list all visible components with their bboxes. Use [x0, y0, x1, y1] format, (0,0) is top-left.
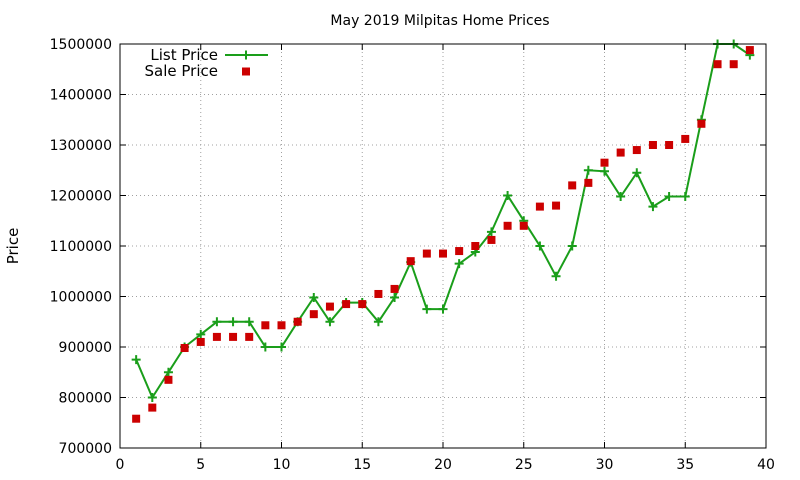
list-price-point	[535, 241, 545, 251]
sale-price-point	[261, 321, 270, 330]
x-tick-label: 25	[515, 457, 533, 473]
legend: List Price Sale Price	[145, 46, 268, 80]
sale-price-point	[713, 60, 722, 69]
sale-price-point	[648, 141, 657, 149]
y-tick-label: 1300000	[50, 138, 112, 154]
y-tick-label: 1500000	[50, 37, 112, 53]
y-tick-label: 1200000	[50, 189, 112, 205]
sale-price-point	[422, 249, 431, 258]
list-price-point	[438, 304, 448, 314]
sale-price-point	[439, 249, 447, 258]
sale-price-point	[697, 119, 706, 128]
sale-price-point	[196, 337, 205, 346]
y-tick-label: 1400000	[50, 88, 112, 104]
list-price-point	[212, 317, 222, 327]
sale-price-point	[148, 403, 157, 412]
legend-marker-sale-price	[242, 67, 250, 76]
list-price-point	[228, 317, 238, 327]
sale-price-point	[681, 134, 690, 143]
sale-price-point	[471, 242, 480, 250]
list-price-point	[390, 293, 400, 303]
sale-price-point	[293, 317, 302, 326]
sale-price-point	[729, 60, 738, 69]
sale-price-point	[535, 202, 544, 211]
sale-price-point	[616, 148, 625, 157]
series-marks	[131, 39, 755, 423]
legend-label-list-price: List Price	[150, 46, 218, 64]
x-tick-label: 0	[116, 457, 125, 473]
sale-price-point	[342, 300, 351, 309]
list-price-point	[163, 367, 173, 377]
x-tick-label: 35	[676, 457, 694, 473]
y-tick-label: 900000	[59, 340, 112, 356]
axis-ticks: 0 5 10 15 20 25 30 35 40 700000 800000 900000 100000…	[50, 37, 775, 473]
sale-price-point	[132, 414, 141, 423]
list-price-point	[131, 355, 141, 365]
grid-lines	[120, 44, 766, 448]
x-tick-label: 20	[434, 457, 452, 473]
chart-title: May 2019 Milpitas Home Prices	[330, 13, 549, 29]
sale-price-point	[325, 302, 334, 311]
sale-price-point	[180, 344, 189, 353]
sale-price-point	[568, 181, 577, 190]
list-price-point	[277, 342, 286, 352]
sale-price-point	[390, 284, 399, 293]
sale-price-point	[503, 221, 512, 230]
sale-price-point	[358, 300, 367, 309]
list-price-point	[373, 317, 383, 327]
list-price-point	[325, 317, 335, 327]
y-axis-label: Price	[4, 228, 22, 265]
x-tick-label: 30	[596, 457, 614, 473]
sale-price-point	[552, 201, 561, 210]
sale-price-point	[245, 332, 254, 341]
list-price-point	[648, 202, 658, 212]
list-price-point	[309, 293, 319, 303]
sale-price-point	[632, 146, 641, 155]
sale-price-point	[374, 289, 383, 298]
list-price-point	[454, 259, 464, 269]
y-tick-label: 800000	[59, 391, 112, 407]
sale-price-point	[277, 321, 286, 330]
x-tick-label: 5	[196, 457, 205, 473]
x-tick-label: 15	[353, 457, 371, 473]
x-tick-label: 40	[757, 457, 775, 473]
x-tick-label: 10	[273, 457, 291, 473]
sale-price-point	[212, 332, 221, 341]
y-tick-label: 1100000	[50, 239, 112, 255]
plot-frame	[119, 43, 767, 449]
list-price-point	[147, 393, 157, 402]
list-price-point	[260, 342, 270, 352]
sale-price-point	[487, 235, 496, 244]
sale-price-point	[455, 247, 464, 256]
list-price-point	[664, 192, 674, 202]
sale-price-point	[406, 257, 415, 266]
legend-marker-list-price	[241, 50, 251, 60]
list-price-point	[583, 165, 593, 175]
list-price-point	[616, 192, 626, 202]
list-price-point	[632, 168, 642, 178]
list-price-point	[680, 192, 690, 202]
list-price-point	[600, 166, 609, 176]
sale-price-point	[164, 375, 173, 384]
sale-price-point	[229, 332, 238, 341]
y-tick-label: 700000	[59, 441, 112, 457]
list-price-point	[503, 191, 513, 200]
list-price-point	[196, 329, 206, 339]
list-price-point	[486, 227, 496, 237]
list-price-point	[422, 304, 432, 314]
legend-label-sale-price: Sale Price	[145, 62, 218, 80]
sale-price-point	[745, 46, 754, 55]
sale-price-point	[600, 158, 609, 167]
sale-price-point	[665, 141, 674, 149]
sale-price-point	[519, 221, 528, 230]
list-price-point	[244, 317, 254, 327]
list-price-point	[567, 241, 577, 251]
sale-price-point	[584, 178, 593, 187]
list-price-point	[551, 271, 561, 281]
y-tick-label: 1000000	[50, 290, 112, 306]
sale-price-point	[309, 310, 318, 319]
